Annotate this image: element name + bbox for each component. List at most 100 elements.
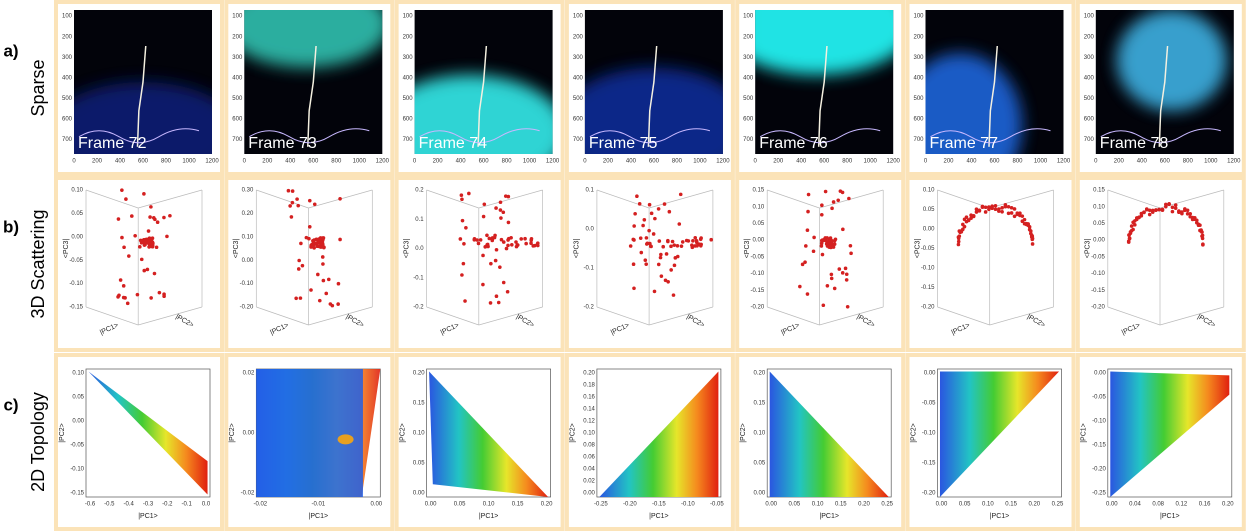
y-tick-label: 0.15: [413, 401, 425, 407]
x-tick-label: 0.00: [425, 502, 437, 508]
x-tick-label: -0.02: [253, 502, 267, 508]
x-tick-label: 0.10: [812, 502, 824, 508]
x-tick-label: 200: [92, 159, 103, 165]
scatter-dot: [506, 236, 511, 241]
scatter-dot: [961, 227, 965, 232]
y-tick-label: 0.10: [583, 431, 595, 437]
x-axis-label: |PC1>: [819, 513, 839, 520]
scatter-dot: [326, 277, 331, 282]
scatter-dot: [506, 220, 511, 225]
scatter-dot: [1015, 211, 1020, 215]
z-tick-label: -0.10: [69, 281, 83, 287]
scatter-dot: [318, 244, 323, 249]
scatter-dot: [1147, 212, 1152, 217]
y-tick-label: 400: [403, 75, 414, 81]
scatter-dot: [669, 268, 673, 272]
scatter-dot: [662, 202, 667, 206]
scatter-dot: [149, 205, 153, 209]
y-tick-label: 400: [573, 75, 584, 81]
scatter-dot: [803, 260, 807, 264]
scatter-dot: [501, 210, 506, 215]
panel: 0.100.050.00-0.05-0.10-0.15-0.20<PC3||PC…: [905, 176, 1076, 352]
scatter-dot: [643, 258, 648, 263]
y-tick-label: 0.14: [583, 407, 595, 413]
scatter-dot: [823, 189, 828, 194]
scatter-dot: [1201, 242, 1205, 246]
z-tick-label: 0.05: [923, 207, 935, 213]
scatter-dot: [133, 233, 137, 238]
y-tick-label: 200: [403, 34, 414, 40]
scatter-dot: [506, 243, 510, 248]
y-tick-label: 0.02: [583, 479, 595, 485]
scatter-dot: [1177, 209, 1181, 213]
x-tick-label: 0.00: [1106, 502, 1118, 508]
y-tick-label: 300: [913, 55, 924, 61]
scatter-dot: [481, 214, 486, 219]
z-tick-label: -0.15: [1091, 288, 1105, 294]
x-tick-label: 0.15: [512, 502, 524, 508]
x-tick-label: -0.5: [104, 502, 115, 508]
glow: [755, 10, 894, 75]
scatter-dot: [1200, 233, 1205, 238]
edge: [930, 128, 1051, 144]
scatter-dot: [309, 288, 313, 292]
y-tick-label: 600: [743, 117, 754, 123]
scatter-dot: [1127, 236, 1132, 240]
blue-field: [256, 369, 363, 497]
scatter-dot: [680, 240, 685, 244]
panel: Frame 75 100 200 300 400 500 600 700 0 200 400 600 8…: [564, 0, 735, 176]
scatter-dot: [956, 242, 961, 247]
y-axis-label: |PC1>: [1081, 423, 1088, 443]
x-tick-label: 400: [1137, 159, 1148, 165]
y-tick-label: 0.15: [754, 401, 766, 407]
y-tick-label: 500: [913, 96, 924, 102]
z-axis-label: <PC3|: [403, 239, 410, 259]
scatter-dot: [501, 240, 506, 244]
x-tick-label: 600: [138, 159, 149, 165]
scatter-dot: [1029, 233, 1034, 238]
x-tick-label: 600: [649, 159, 660, 165]
scatter-dot: [290, 200, 295, 205]
y-tick-label: 100: [232, 14, 243, 20]
scatter-dot: [298, 296, 303, 300]
edge: [78, 128, 200, 144]
glow: [244, 10, 383, 68]
z-tick-label: 0.10: [1093, 204, 1105, 210]
edge: [759, 128, 881, 144]
x-tick-label: 0.0: [202, 502, 211, 508]
scatter-dot: [463, 299, 467, 303]
scatter-dot: [1000, 206, 1004, 210]
scatter-dot: [146, 241, 151, 245]
y-tick-label: 700: [232, 137, 243, 143]
y-tick-label: 0.00: [1094, 371, 1106, 377]
scatter-dot: [1000, 209, 1004, 214]
scatter-dot: [485, 233, 489, 238]
scatter-dot: [656, 262, 661, 267]
y-tick-label: 200: [232, 34, 243, 40]
y-tick-label: 300: [232, 55, 243, 61]
scatter-dot: [829, 238, 834, 243]
y-tick-label: 400: [743, 75, 754, 81]
row-label: 2D Topology: [28, 392, 48, 492]
scatter-dot: [147, 245, 151, 249]
y-tick-label: -0.05: [1092, 395, 1106, 401]
scatter-dot: [324, 291, 329, 296]
scatter-dot: [459, 193, 464, 197]
y-tick-label: 700: [1084, 137, 1095, 143]
scatter-dot: [983, 205, 988, 210]
scatter-dot: [1185, 208, 1190, 213]
x-tick-label: 0.20: [1222, 502, 1234, 508]
y-tick-label: 700: [743, 137, 754, 143]
x-tick-label: 0.00: [936, 502, 948, 508]
scatter-dot: [289, 215, 294, 219]
x-tick-label: -0.2: [162, 502, 173, 508]
scatter-dot: [686, 239, 691, 243]
scatter-dot: [639, 250, 644, 255]
scatter-dot: [494, 247, 499, 252]
z-tick-label: -0.05: [751, 254, 765, 260]
scatter-dot: [657, 239, 662, 243]
row-label: Sparse: [28, 59, 48, 116]
y-tick-label: 600: [1084, 117, 1095, 123]
y-tick-label: -0.10: [70, 467, 84, 473]
row-label: 3D Scattering: [28, 209, 48, 318]
